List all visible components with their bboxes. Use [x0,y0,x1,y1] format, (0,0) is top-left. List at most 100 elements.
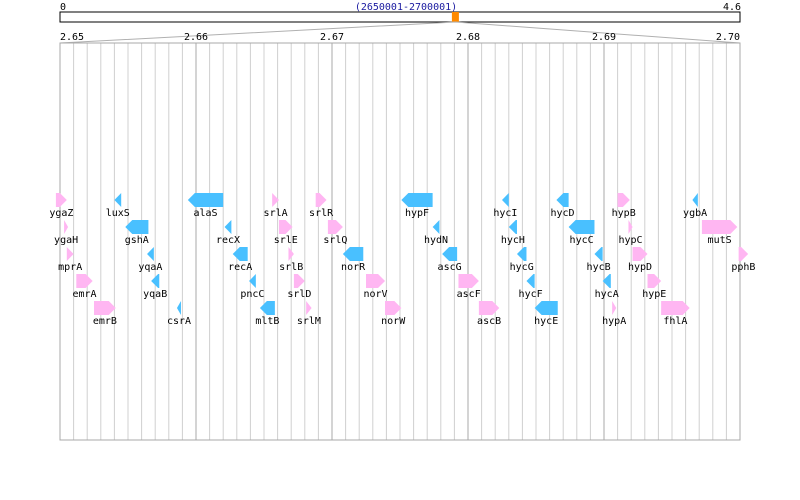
gene-ascF[interactable]: ascF [457,274,481,300]
gene-arrow[interactable] [632,247,648,261]
gene-arrow[interactable] [738,247,749,261]
gene-arrow[interactable] [701,220,738,234]
gene-arrow[interactable] [232,247,248,261]
gene-hypE[interactable]: hypE [642,274,666,300]
gene-hypF[interactable]: hypF [401,193,433,219]
gene-arrow[interactable] [534,301,558,315]
gene-recX[interactable]: recX [216,220,240,246]
gene-emrB[interactable]: emrB [93,301,117,327]
gene-hycF[interactable]: hycF [519,274,543,300]
gene-arrow[interactable] [76,274,93,288]
gene-pphB[interactable]: pphB [731,247,755,273]
gene-arrow[interactable] [187,193,224,207]
gene-gshA[interactable]: gshA [125,220,149,246]
gene-luxS[interactable]: luxS [106,193,130,219]
gene-arrow[interactable] [401,193,433,207]
gene-hycC[interactable]: hycC [568,220,595,246]
gene-arrow[interactable] [661,301,690,315]
gene-arrow[interactable] [288,247,294,261]
gene-arrow[interactable] [516,247,527,261]
gene-arrow[interactable] [442,247,458,261]
gene-yqaB[interactable]: yqaB [143,274,167,300]
gene-arrow[interactable] [327,220,343,234]
gene-ascB[interactable]: ascB [477,301,501,327]
gene-arrow[interactable] [628,220,633,234]
gene-hypB[interactable]: hypB [612,193,636,219]
gene-pncC[interactable]: pncC [240,274,264,300]
gene-arrow[interactable] [366,274,386,288]
gene-hypA[interactable]: hypA [602,301,626,327]
gene-arrow[interactable] [147,247,154,261]
gene-label: csrA [167,316,191,327]
gene-hypD[interactable]: hypD [628,247,652,273]
gene-hycA[interactable]: hycA [595,274,619,300]
gene-arrow[interactable] [125,220,149,234]
gene-arrow[interactable] [526,274,535,288]
gene-arrow[interactable] [478,301,500,315]
gene-norV[interactable]: norV [363,274,388,300]
gene-arrow[interactable] [612,301,617,315]
gene-emrA[interactable]: emrA [72,274,97,300]
gene-srlR[interactable]: srlR [309,193,334,219]
gene-arrow[interactable] [94,301,116,315]
gene-srlE[interactable]: srlE [274,220,298,246]
gene-hycI[interactable]: hycI [493,193,517,219]
gene-arrow[interactable] [64,220,69,234]
gene-arrow[interactable] [278,220,293,234]
gene-arrow[interactable] [432,220,440,234]
gene-arrow[interactable] [385,301,402,315]
gene-ascG[interactable]: ascG [438,247,462,273]
gene-hypC[interactable]: hypC [618,220,643,246]
gene-csrA[interactable]: csrA [167,301,191,327]
gene-arrow[interactable] [114,193,122,207]
gene-arrow[interactable] [502,193,509,207]
gene-srlD[interactable]: srlD [287,274,311,300]
gene-norW[interactable]: norW [381,301,406,327]
gene-arrow[interactable] [272,193,279,207]
gene-recA[interactable]: recA [228,247,252,273]
gene-label: srlD [287,289,311,300]
gene-arrow[interactable] [293,274,305,288]
gene-hycG[interactable]: hycG [510,247,534,273]
gene-mutS[interactable]: mutS [701,220,738,246]
gene-hydN[interactable]: hydN [424,220,448,246]
gene-arrow[interactable] [568,220,595,234]
gene-ygaZ[interactable]: ygaZ [49,193,73,219]
gene-arrow[interactable] [458,274,479,288]
gene-arrow[interactable] [594,247,603,261]
gene-srlB[interactable]: srlB [279,247,303,273]
gene-srlM[interactable]: srlM [297,301,321,327]
gene-arrow[interactable] [508,220,517,234]
gene-srlQ[interactable]: srlQ [323,220,347,246]
gene-hycB[interactable]: hycB [587,247,611,273]
gene-mprA[interactable]: mprA [58,247,82,273]
gene-arrow[interactable] [224,220,232,234]
gene-arrow[interactable] [151,274,160,288]
gene-ygbA[interactable]: ygbA [683,193,707,219]
gene-hycE[interactable]: hycE [534,301,558,327]
gene-yqaA[interactable]: yqaA [138,247,162,273]
gene-fhlA[interactable]: fhlA [661,301,690,327]
gene-arrow[interactable] [556,193,569,207]
gene-arrow[interactable] [249,274,256,288]
gene-arrow[interactable] [55,193,67,207]
gene-arrow[interactable] [306,301,312,315]
gene-mltB[interactable]: mltB [255,301,279,327]
gene-srlA[interactable]: srlA [264,193,288,219]
gene-norR[interactable]: norR [341,247,366,273]
gene-label: yqaB [143,289,167,300]
gene-arrow[interactable] [602,274,611,288]
gene-arrow[interactable] [66,247,74,261]
region-marker[interactable] [451,12,459,22]
gene-hycD[interactable]: hycD [550,193,575,219]
gene-ygaH[interactable]: ygaH [54,220,78,246]
gene-arrow[interactable] [692,193,698,207]
gene-hycH[interactable]: hycH [501,220,525,246]
gene-arrow[interactable] [342,247,364,261]
gene-arrow[interactable] [315,193,327,207]
gene-arrow[interactable] [617,193,630,207]
gene-alaS[interactable]: alaS [187,193,224,219]
gene-arrow[interactable] [647,274,662,288]
gene-arrow[interactable] [176,301,181,315]
gene-arrow[interactable] [259,301,275,315]
